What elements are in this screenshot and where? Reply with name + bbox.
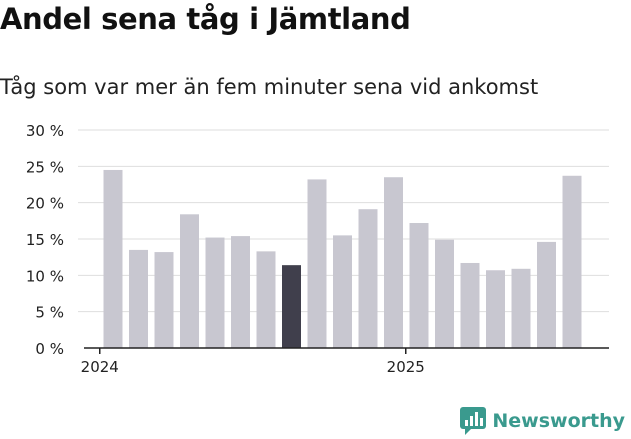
bar [103, 169, 123, 348]
bar [307, 179, 327, 348]
bar [205, 237, 225, 348]
x-tick-label: 2025 [387, 358, 425, 376]
x-tick-label: 2024 [81, 358, 119, 376]
bar [435, 239, 454, 348]
y-tick-label: 15 % [26, 231, 64, 249]
bar [358, 209, 378, 348]
bar [486, 270, 505, 348]
bar [333, 235, 352, 348]
bar [537, 241, 556, 348]
bar [154, 252, 174, 348]
newsworthy-chart-icon [460, 407, 487, 435]
y-tick-label: 5 % [35, 304, 64, 322]
bar [129, 249, 148, 348]
y-tick-label: 20 % [26, 195, 64, 213]
bar [460, 262, 480, 348]
chart-title: Andel sena tåg i Jämtland [0, 2, 411, 36]
bar-chart: 0 % 5 % 10 % 15 % 20 % 25 % 30 % 2024 2025 [26, 122, 609, 376]
bar [409, 223, 429, 348]
brand-name: Newsworthy [492, 410, 625, 432]
brand-logo: Newsworthy [460, 407, 625, 435]
bar [180, 214, 199, 348]
bar [256, 251, 276, 348]
y-tick-label: 25 % [26, 158, 64, 176]
bar [384, 177, 403, 348]
y-tick-label: 30 % [26, 122, 64, 140]
bar [282, 265, 301, 348]
y-tick-label: 0 % [35, 340, 64, 358]
bar [562, 175, 582, 348]
bar [511, 268, 531, 348]
bar [231, 236, 250, 348]
chart-subtitle: Tåg som var mer än fem minuter sena vid … [0, 75, 539, 99]
y-tick-label: 10 % [26, 267, 64, 285]
